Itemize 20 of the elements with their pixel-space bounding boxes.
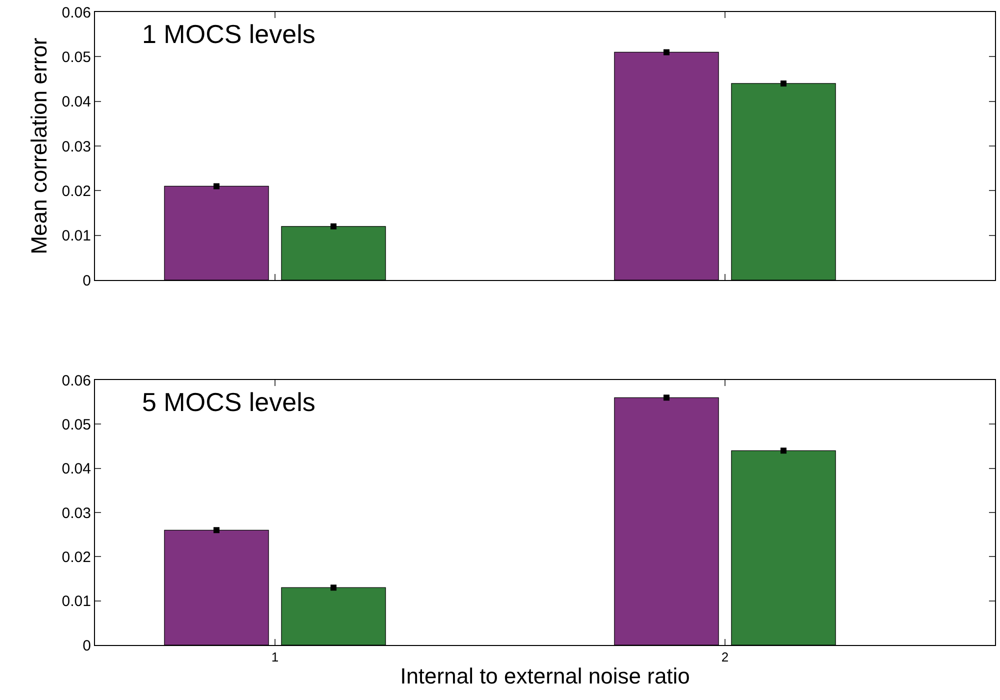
x-tick-label: 2 [721,650,729,665]
x-axis-title: Internal to external noise ratio [400,664,690,688]
y-tick-label: 0.05 [62,416,91,434]
y-tick-label: 0.03 [62,138,91,156]
y-tick-label: 0.01 [62,593,91,610]
y-tick-label: 0.03 [62,504,91,522]
x-tick-label: 1 [271,650,279,665]
y-axis-title: Mean correlation error [26,38,52,254]
y-tick-label: 0 [82,272,91,290]
y-tick-label: 0.02 [62,182,91,200]
y-tick-label: 0.06 [62,372,91,390]
annotation: 5 MOCS levels [142,387,316,417]
y-tick-label: 0 [82,637,91,654]
y-tick-label: 0.06 [62,4,91,22]
y-tick-label: 0.04 [62,460,91,478]
y-tick-label: 0.01 [62,228,91,245]
y-tick-label: 0.02 [62,548,91,566]
y-tick-label: 0.04 [62,94,91,111]
y-tick-label: 0.05 [62,48,91,66]
annotation: 1 MOCS levels [142,19,316,49]
